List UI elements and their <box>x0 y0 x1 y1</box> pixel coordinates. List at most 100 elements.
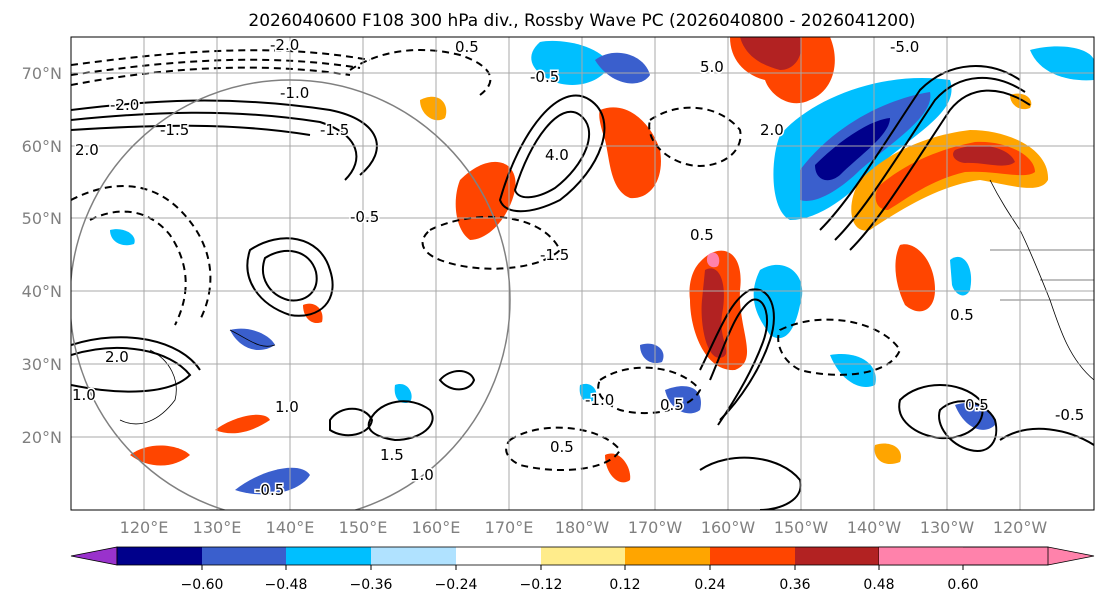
negative-contour <box>71 66 351 86</box>
contour-label: -1.5 <box>540 246 569 264</box>
lon-tick-label: 120°E <box>120 518 169 537</box>
colorbar-tick-label: −0.48 <box>265 577 308 593</box>
colorbar-segment <box>710 547 795 565</box>
colorbar-extend-left <box>70 546 118 566</box>
contour-label: 0.5 <box>455 38 479 56</box>
contour-label: -2.0 <box>110 96 139 114</box>
colorbar-tick-label: 0.24 <box>694 577 725 593</box>
map-frame <box>70 36 1095 511</box>
negative-anomaly <box>950 256 972 296</box>
positive-anomaly <box>895 244 935 312</box>
japan-coast <box>229 329 276 347</box>
negative-contour <box>349 49 492 96</box>
colorbar-segment <box>371 547 456 565</box>
positive-contour <box>438 370 476 391</box>
negative-contour <box>648 106 742 167</box>
negative-anomaly-mid <box>595 52 650 84</box>
contour-label: 2.0 <box>75 141 99 159</box>
positive-contour <box>71 124 311 136</box>
map-panel: -2.0 -1.5 -1.0 0.5 -0.5 -1.5 -2.0 2.0 -0… <box>22 36 1095 537</box>
negative-anomaly <box>394 383 412 404</box>
positive-contour <box>938 400 998 452</box>
state-borders <box>990 249 1094 301</box>
contour-label: 0.5 <box>950 306 974 324</box>
lon-tick-label: 140°W <box>847 518 902 537</box>
contour-label: -0.5 <box>1055 406 1084 424</box>
positive-anomaly <box>605 453 631 483</box>
contour-label: -1.5 <box>160 121 189 139</box>
lon-tick-label: 180°W <box>555 518 610 537</box>
map-title: 2026040600 F108 300 hPa div., Rossby Wav… <box>248 11 915 31</box>
colorbar-segment <box>286 547 371 565</box>
colorbar-tick-label: 0.12 <box>609 577 640 593</box>
negative-anomaly <box>640 343 664 364</box>
lon-tick-label: 130°W <box>920 518 975 537</box>
negative-anomaly <box>955 402 995 430</box>
negative-contour <box>777 318 902 376</box>
contour-label: 5.0 <box>700 58 724 76</box>
contour-label: -2.0 <box>270 36 299 54</box>
positive-contour <box>898 384 984 440</box>
lon-tick-label: 160°E <box>412 518 461 537</box>
positive-contour <box>329 407 374 437</box>
asia-coast <box>119 349 177 425</box>
positive-contour <box>367 400 434 442</box>
negative-anomaly <box>665 386 701 414</box>
contour-label: 0.5 <box>690 226 714 244</box>
colorbar-tick-label: −0.12 <box>520 577 563 593</box>
negative-anomaly <box>579 383 597 402</box>
negative-anomaly <box>235 467 310 495</box>
positive-anomaly <box>455 161 516 240</box>
negative-contour <box>597 366 702 414</box>
positive-anomaly-peak <box>706 252 720 268</box>
negative-anomaly-core <box>815 118 890 181</box>
positive-contour <box>71 111 358 181</box>
lon-tick-label: 140°E <box>266 518 315 537</box>
positive-contour <box>71 336 201 371</box>
negative-contour <box>71 49 371 66</box>
positive-contour <box>819 65 1021 231</box>
negative-contour <box>505 426 622 471</box>
positive-contour <box>262 249 318 302</box>
lon-tick-label: 170°W <box>628 518 683 537</box>
negative-anomaly <box>531 40 610 85</box>
lat-tick-label: 60°N <box>22 137 62 156</box>
lon-tick-label: 170°E <box>485 518 534 537</box>
colorbar-segment <box>202 547 286 565</box>
lat-tick-label: 30°N <box>22 355 62 374</box>
colorbar: −0.60 −0.48 −0.36 −0.24 −0.12 0.12 0.24 … <box>70 546 1095 593</box>
colorbar-segment <box>879 547 963 565</box>
negative-contour <box>71 185 212 321</box>
lon-tick-label: 130°E <box>193 518 242 537</box>
lon-tick-label: 160°W <box>701 518 756 537</box>
positive-anomaly <box>874 443 901 465</box>
colorbar-segment <box>117 547 202 565</box>
positive-anomaly <box>215 414 270 434</box>
positive-contour <box>699 288 775 421</box>
coastlines <box>119 179 1094 425</box>
contour-labels: -2.0 -1.5 -1.0 0.5 -0.5 -1.5 -2.0 2.0 -0… <box>71 36 1086 501</box>
colorbar-segment <box>625 547 710 565</box>
contour-label: 0.5 <box>660 396 684 414</box>
lon-tick-label: 120°W <box>993 518 1048 537</box>
positive-contour <box>709 298 768 426</box>
positive-contour <box>513 110 590 199</box>
reference-circle <box>71 79 511 510</box>
colorbar-ticks <box>201 565 964 570</box>
lon-tick-label: 150°E <box>339 518 388 537</box>
contour-label: 2.0 <box>105 348 129 366</box>
contour-label: -0.5 <box>255 481 284 499</box>
negative-anomaly <box>753 264 803 339</box>
north-america-coast <box>989 179 1094 381</box>
contour-label: -5.0 <box>890 38 919 56</box>
contour-label: 2.0 <box>760 121 784 139</box>
positive-anomaly <box>599 107 661 199</box>
negative-anomaly <box>830 354 876 387</box>
colorbar-tick-label: 0.60 <box>947 577 978 593</box>
positive-contour <box>71 346 192 393</box>
colorbar-segment <box>456 547 541 565</box>
contour-label: -1.0 <box>585 391 614 409</box>
negative-contour <box>421 215 562 270</box>
contour-label: 0.5 <box>550 438 574 456</box>
